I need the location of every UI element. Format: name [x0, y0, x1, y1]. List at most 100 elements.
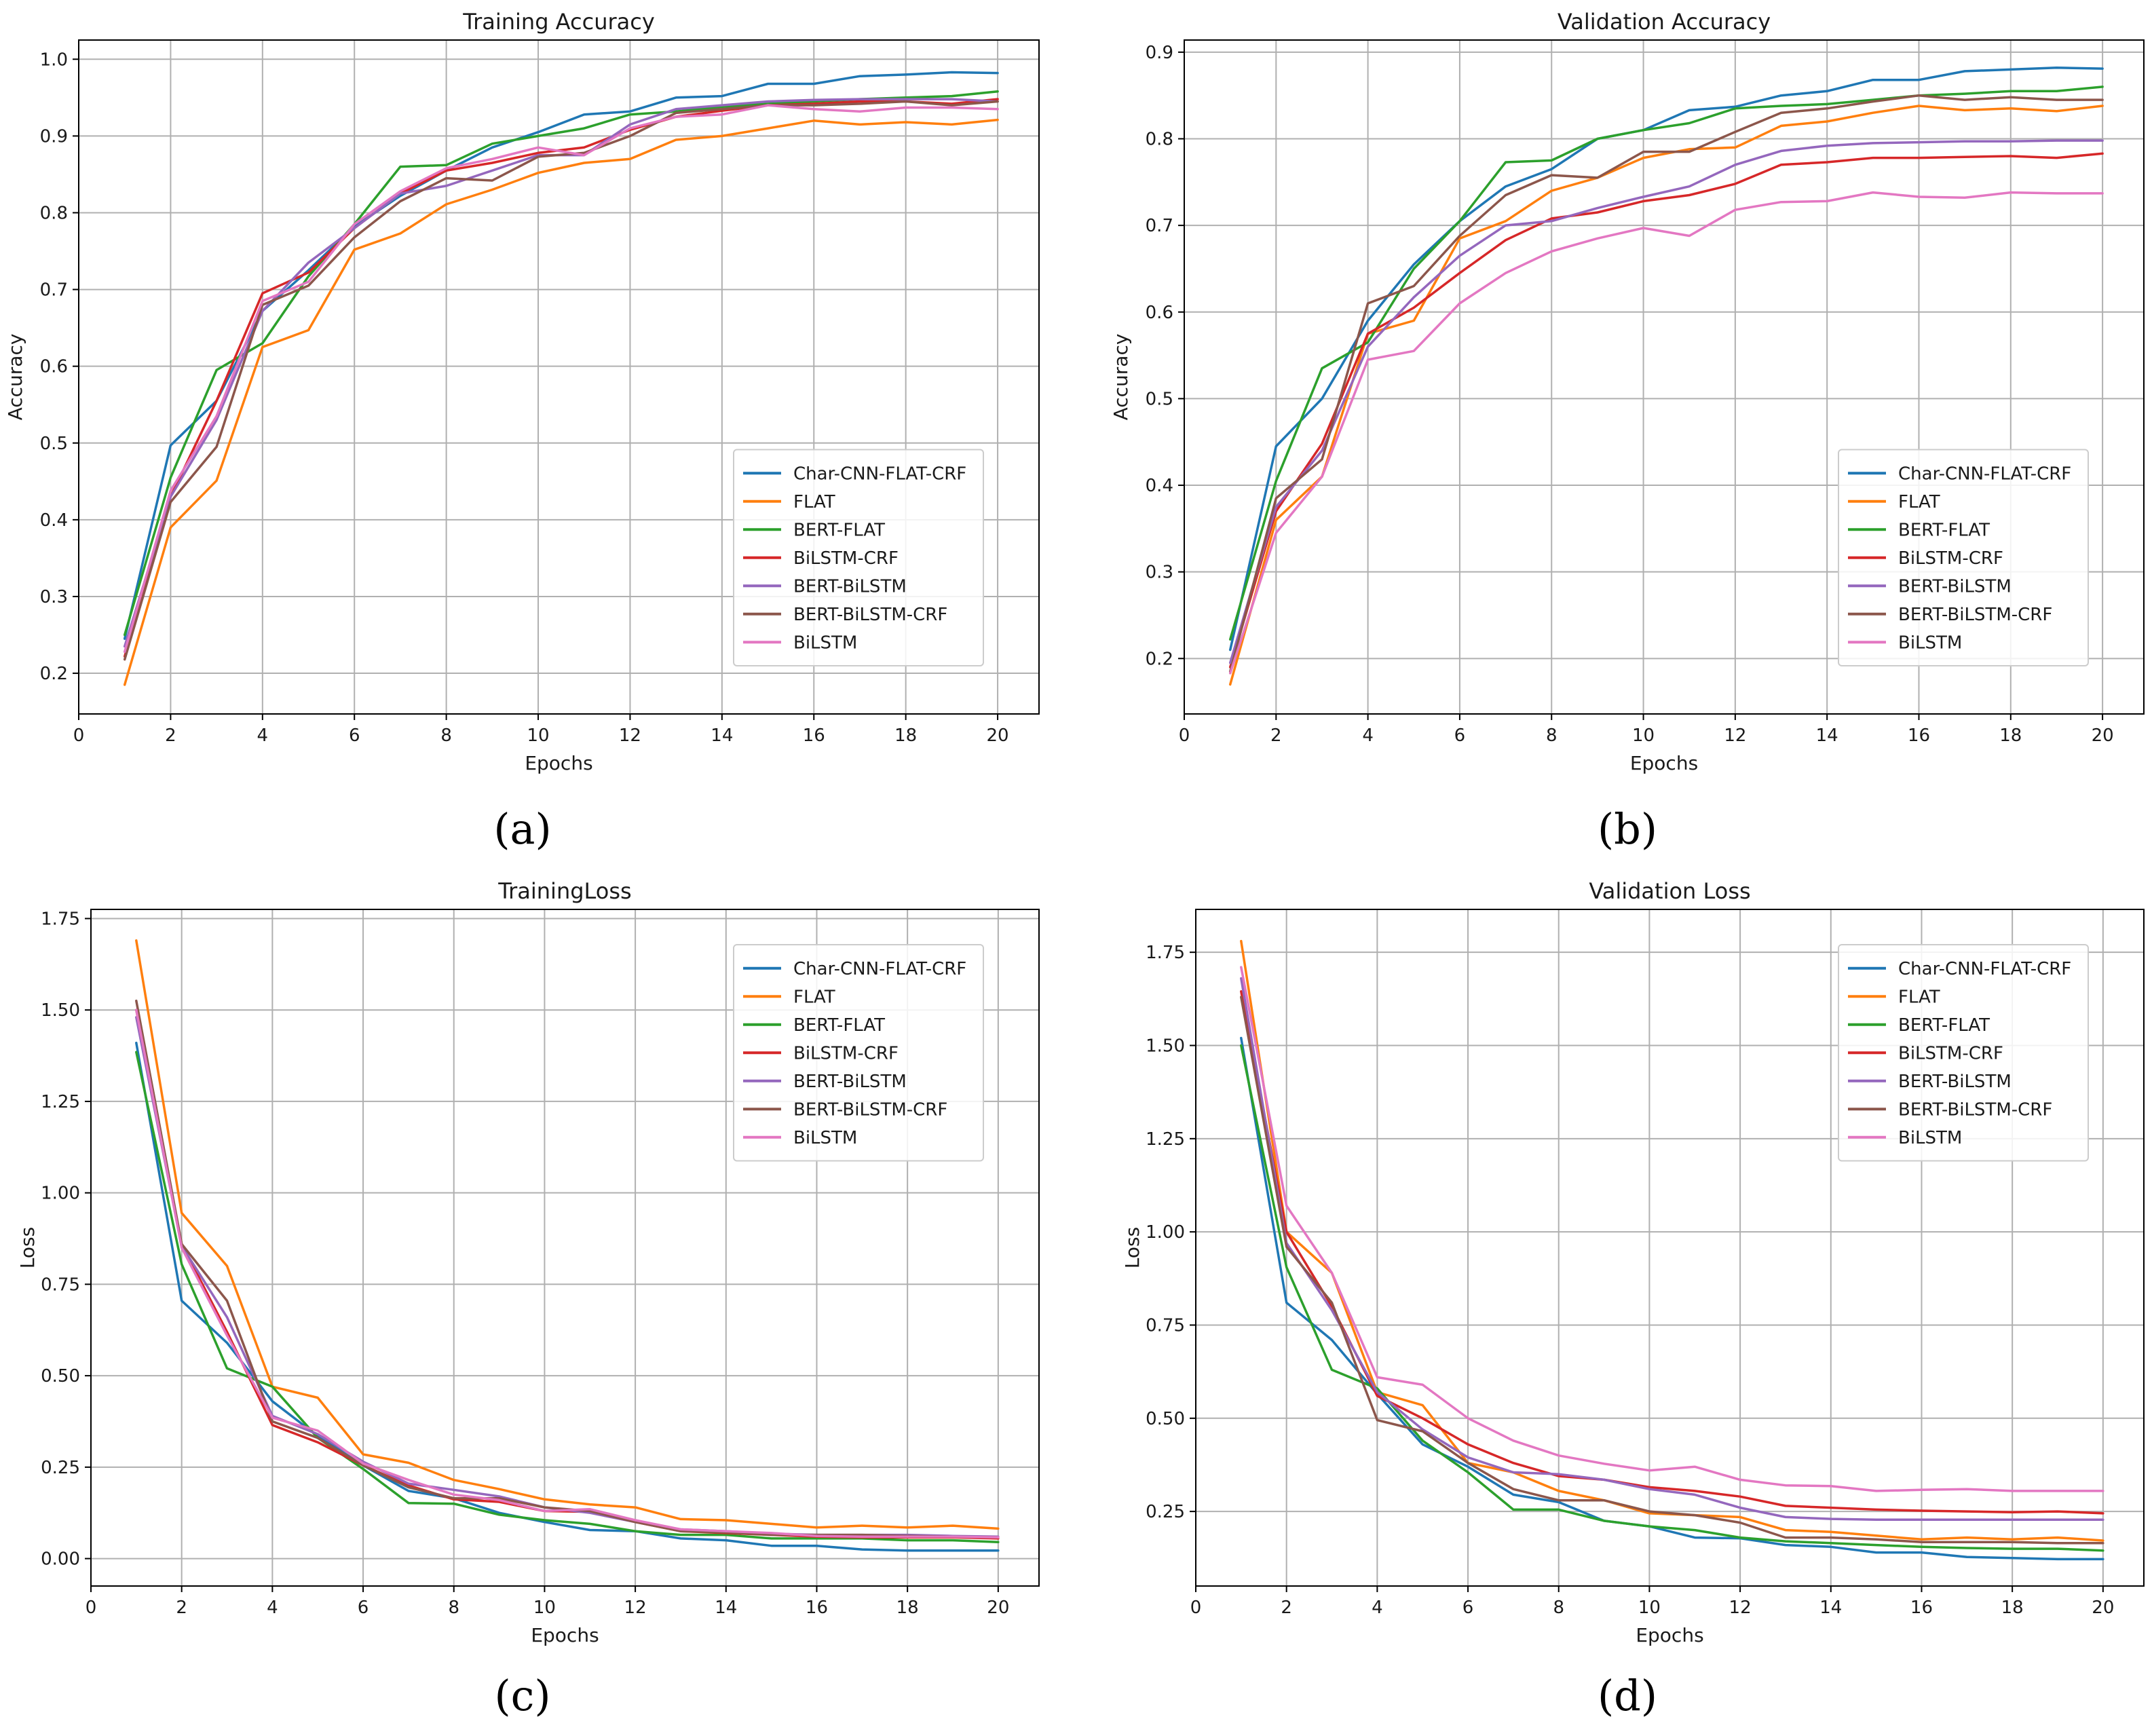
series-line-bilstm — [1228, 191, 2104, 675]
x-tick-label: 0 — [86, 1598, 97, 1618]
x-tick-label: 6 — [349, 725, 360, 746]
series-line-bert-bilstm — [1228, 139, 2104, 664]
legend-label-bert-flat: BERT-FLAT — [793, 1015, 885, 1036]
legend-label-flat: FLAT — [793, 492, 835, 512]
y-axis-label: Loss — [16, 1227, 39, 1268]
legend-label-char-cnn-flat-crf: Char-CNN-FLAT-CRF — [1898, 464, 2071, 484]
series-line-bilstm — [135, 1008, 1000, 1539]
x-tick-label: 18 — [894, 725, 917, 746]
legend-label-bilstm: BiLSTM — [1898, 1128, 1962, 1148]
y-tick-label: 0.6 — [1146, 303, 1173, 323]
y-tick-label: 0.7 — [1146, 216, 1173, 236]
y-tick-label: 0.3 — [40, 587, 68, 607]
y-tick-label: 1.50 — [1146, 1036, 1185, 1056]
y-tick-label: 0.25 — [1146, 1502, 1185, 1522]
x-tick-label: 14 — [715, 1598, 737, 1618]
series-line-bilstm — [123, 104, 999, 654]
series-line-char-cnn-flat-crf — [1228, 67, 2104, 652]
y-tick-label: 0.8 — [40, 203, 68, 223]
x-tick-label: 16 — [1908, 725, 1930, 746]
y-axis-label: Loss — [1121, 1227, 1144, 1268]
y-tick-label: 1.75 — [1146, 943, 1185, 963]
y-tick-label: 1.25 — [41, 1092, 80, 1112]
x-tick-label: 2 — [165, 725, 176, 746]
plot-frame — [90, 909, 1040, 1587]
panel-label-d: (d) — [1598, 1671, 1657, 1720]
x-tick-label: 16 — [1910, 1598, 1933, 1618]
y-tick-label: 1.00 — [41, 1184, 80, 1204]
x-tick-label: 16 — [806, 1598, 828, 1618]
x-tick-label: 12 — [619, 725, 641, 746]
panel-label-b: (b) — [1598, 804, 1657, 854]
series-line-flat — [123, 118, 999, 686]
y-tick-label: 0.5 — [1146, 389, 1173, 409]
legend-label-flat: FLAT — [1898, 492, 1940, 512]
x-tick-label: 20 — [2092, 725, 2114, 746]
x-tick-label: 10 — [533, 1598, 556, 1618]
y-tick-label: 0.2 — [1146, 649, 1173, 669]
x-tick-label: 8 — [448, 1598, 459, 1618]
y-tick-label: 0.3 — [1146, 563, 1173, 583]
chart-title: Validation Loss — [1589, 878, 1750, 904]
y-tick-label: 1.0 — [40, 50, 68, 70]
y-tick-label: 0.6 — [40, 357, 68, 377]
chart-validation-accuracy: 0 2 4 6 8 10 12 14 16 18 20 0.2 0.3 0.4 0.5 0.6 0.7 0.8 0.… — [1110, 9, 2145, 774]
legend-box — [733, 449, 984, 666]
x-tick-label: 10 — [1638, 1598, 1661, 1618]
chart-title: Training Accuracy — [462, 9, 655, 35]
plot-frame — [78, 39, 1040, 715]
x-tick-label: 18 — [896, 1598, 919, 1618]
x-tick-label: 4 — [267, 1598, 278, 1618]
y-tick-label: 0.4 — [40, 510, 68, 531]
x-tick-label: 20 — [987, 1598, 1009, 1618]
legend-label-bert-bilstm-crf: BERT-BiLSTM-CRF — [1898, 605, 2052, 625]
y-tick-label: 0.7 — [40, 280, 68, 301]
panel-label-c: (c) — [494, 1671, 550, 1720]
x-axis-label: Epochs — [1636, 1624, 1703, 1646]
chart-title: Validation Accuracy — [1558, 9, 1771, 35]
x-tick-label: 12 — [1729, 1598, 1752, 1618]
plot-frame — [1195, 909, 2145, 1587]
y-tick-label: 0.50 — [41, 1366, 80, 1386]
legend-label-char-cnn-flat-crf: Char-CNN-FLAT-CRF — [793, 959, 966, 979]
legend: Char-CNN-FLAT-CRF FLAT BERT-FLAT BiLSTM-CRF… — [1838, 449, 2089, 666]
series-line-bilstm-crf — [1228, 152, 2104, 668]
x-tick-label: 6 — [1454, 725, 1466, 746]
y-tick-label: 0.5 — [40, 434, 68, 454]
legend-label-flat: FLAT — [793, 987, 835, 1007]
legend-label-bilstm: BiLSTM — [793, 633, 857, 653]
x-tick-label: 4 — [1372, 1598, 1383, 1618]
x-axis-label: Epochs — [531, 1624, 599, 1646]
legend-box — [1838, 944, 2089, 1162]
series-line-char-cnn-flat-crf — [135, 1041, 1000, 1552]
x-tick-label: 16 — [803, 725, 825, 746]
chart-training-loss: 0 2 4 6 8 10 12 14 16 18 20 0.00 0.25 0.50 0.75 1.00 1.2… — [16, 878, 1040, 1646]
legend-label-bert-bilstm: BERT-BiLSTM — [1898, 1072, 2012, 1092]
y-axis-label: Accuracy — [1110, 334, 1132, 421]
series-line-bert-bilstm-crf — [1240, 996, 2104, 1545]
x-tick-label: 12 — [1724, 725, 1746, 746]
x-tick-label: 14 — [1819, 1598, 1842, 1618]
y-tick-label: 0.9 — [1146, 43, 1173, 63]
x-tick-label: 20 — [987, 725, 1009, 746]
chart-validation-loss: 0 2 4 6 8 10 12 14 16 18 20 0.25 0.50 0.75 1.00 1.25 1.5… — [1121, 878, 2145, 1646]
legend-label-bert-bilstm: BERT-BiLSTM — [793, 1072, 907, 1092]
legend-label-flat: FLAT — [1898, 987, 1940, 1007]
legend-label-bert-bilstm: BERT-BiLSTM — [793, 576, 907, 597]
y-tick-label: 0.25 — [41, 1458, 80, 1478]
x-tick-label: 6 — [1462, 1598, 1474, 1618]
legend-label-bert-bilstm-crf: BERT-BiLSTM-CRF — [793, 1099, 947, 1120]
legend-label-bert-flat: BERT-FLAT — [793, 520, 885, 540]
x-tick-label: 14 — [1816, 725, 1838, 746]
legend-label-char-cnn-flat-crf: Char-CNN-FLAT-CRF — [793, 464, 966, 484]
chart-training-accuracy: 0 2 4 6 8 10 12 14 16 18 20 0.2 0.3 0.4 0.5 0.6 0.7 0.8 0.… — [4, 9, 1040, 774]
y-tick-label: 1.25 — [1146, 1129, 1185, 1150]
panel-label-a: (a) — [493, 804, 551, 854]
legend-label-bilstm-crf: BiLSTM-CRF — [1898, 548, 2003, 569]
x-tick-label: 6 — [358, 1598, 369, 1618]
legend-label-bilstm-crf: BiLSTM-CRF — [793, 1043, 899, 1063]
legend: Char-CNN-FLAT-CRF FLAT BERT-FLAT BiLSTM-CRF… — [733, 944, 984, 1162]
x-tick-label: 14 — [711, 725, 733, 746]
x-tick-label: 20 — [2092, 1598, 2114, 1618]
series-line-char-cnn-flat-crf — [1240, 1036, 2104, 1561]
